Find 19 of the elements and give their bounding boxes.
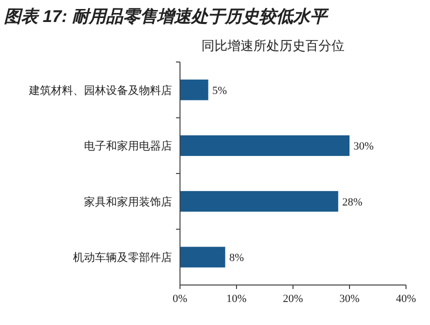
bar <box>180 246 226 268</box>
x-tick-label: 10% <box>226 293 247 305</box>
y-tick-label: 建筑材料、园林设备及物料店 <box>28 84 172 97</box>
y-tick-label: 电子和家用电器店 <box>84 140 172 153</box>
y-tick-label: 机动车辆及零部件店 <box>73 251 172 264</box>
bar <box>180 80 208 100</box>
x-tick-label: 20% <box>282 293 304 305</box>
x-tick-label: 0% <box>172 293 188 305</box>
x-tick-label: 40% <box>396 293 416 305</box>
chart-subtitle: 同比增速所处历史百分位 <box>202 38 344 53</box>
chart-title: 图表 17: 耐用品零售增速处于历史较低水平 <box>4 7 330 26</box>
x-tick-label: 30% <box>339 293 360 305</box>
bar <box>180 135 350 156</box>
data-label: 5% <box>212 84 227 97</box>
data-label: 8% <box>229 252 244 264</box>
data-label: 28% <box>342 196 362 208</box>
bar <box>180 191 338 212</box>
y-tick-label: 家具和家用装饰店 <box>84 195 172 208</box>
data-label: 30% <box>354 140 374 153</box>
